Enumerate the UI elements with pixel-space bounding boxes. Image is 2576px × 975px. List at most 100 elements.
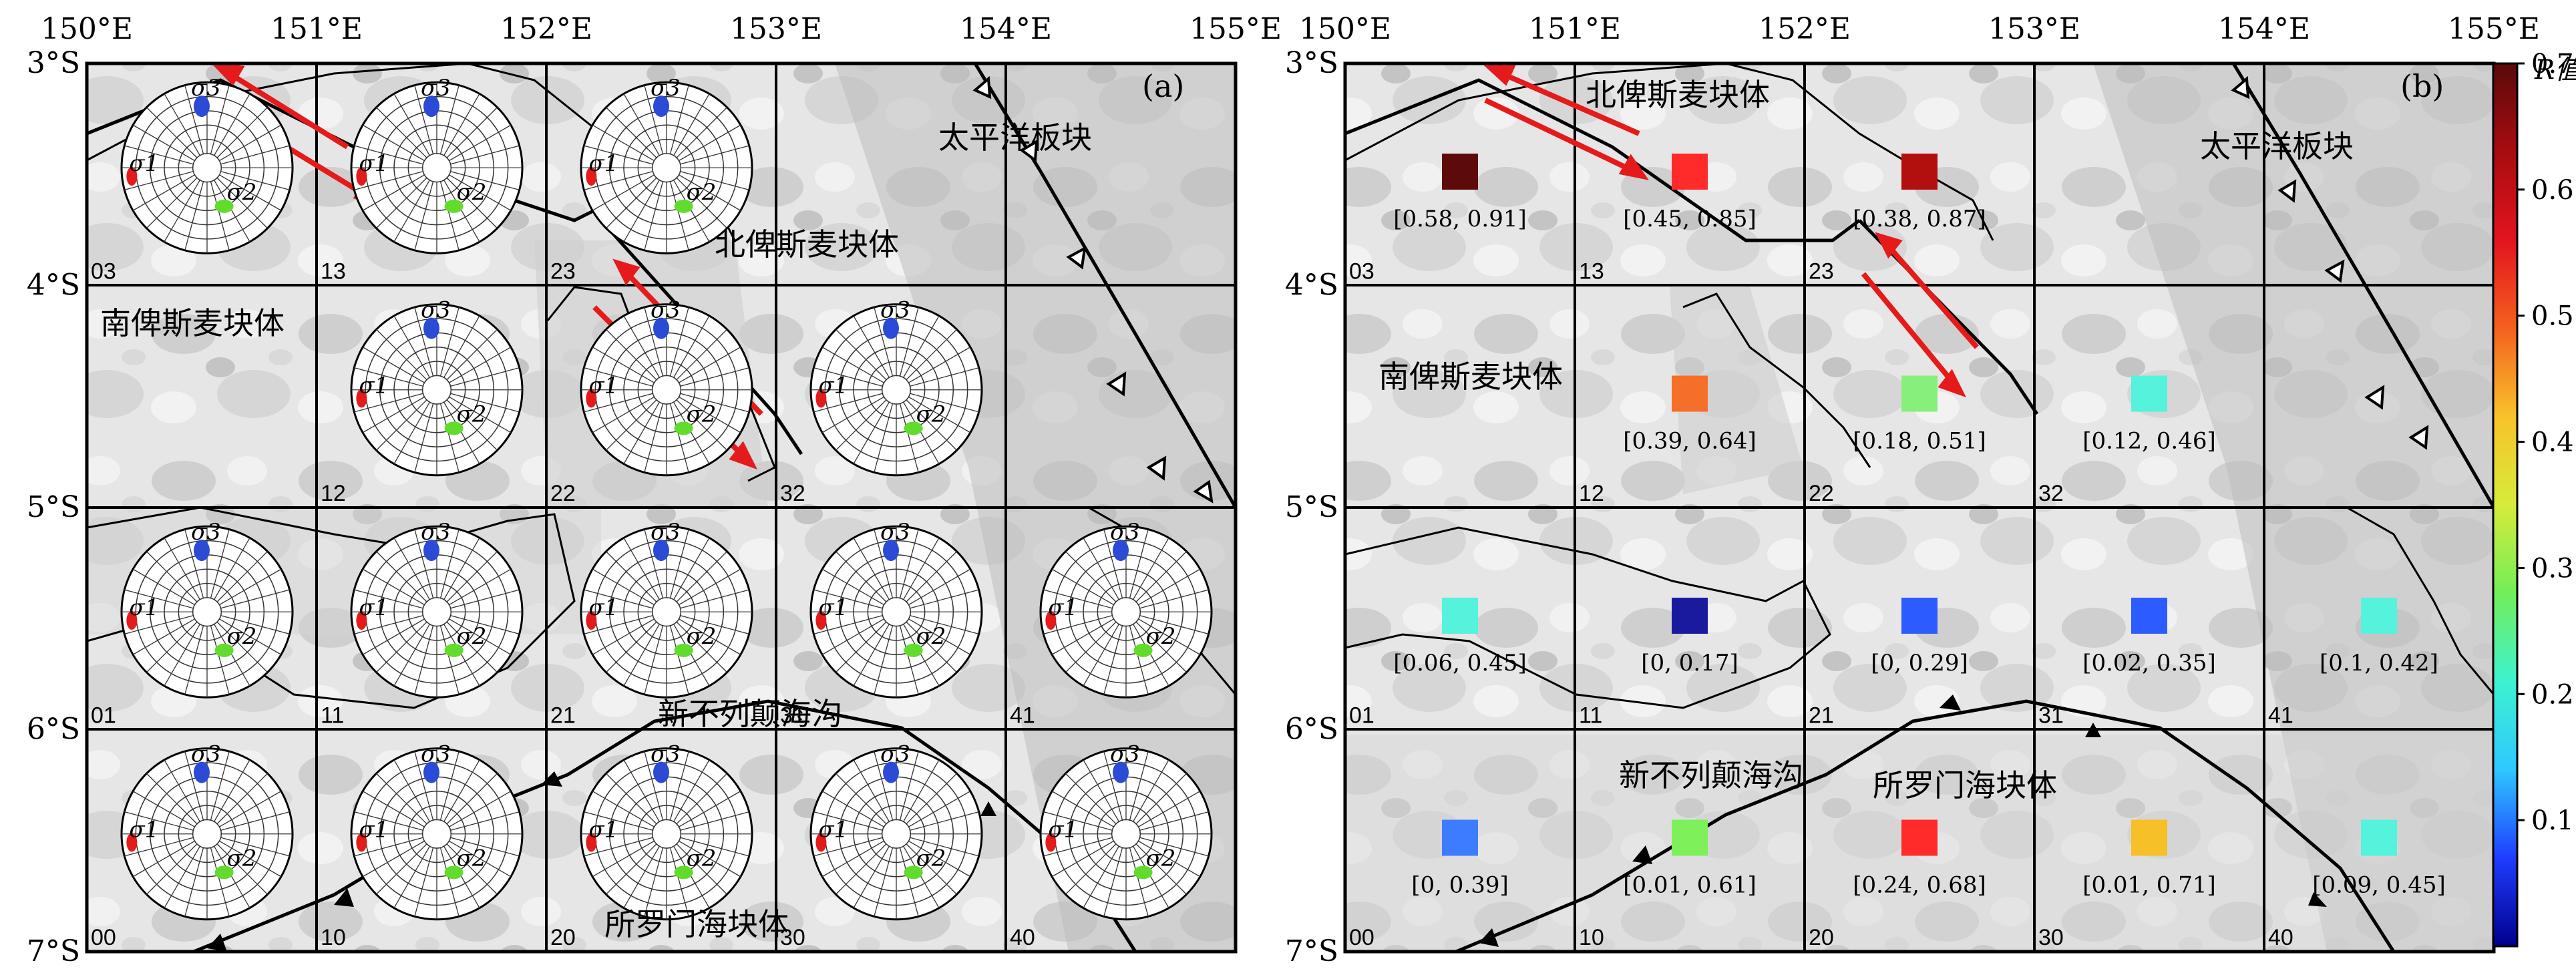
stereonet-radial <box>448 347 512 384</box>
sigma1-cluster <box>586 833 597 852</box>
stereonet-radial <box>439 624 459 695</box>
r-value-range: [0.38, 0.87] <box>1853 206 1986 232</box>
stereonet-radial <box>1139 837 1209 857</box>
stereonet-radial <box>673 93 710 156</box>
stereonet-radial <box>592 568 655 606</box>
r-value-square <box>2131 819 2167 856</box>
colorbar-tick-label: 0.2 <box>2531 679 2574 710</box>
region-label-trench-a: 新不列颠海沟 <box>658 696 842 732</box>
stereonet-radial <box>210 624 230 695</box>
stereonet-radial <box>446 329 498 381</box>
stereonet-radial <box>606 107 657 159</box>
r-value-range: [0.24, 0.68] <box>1853 872 1986 899</box>
stereonet-radial <box>874 529 894 599</box>
sigma3-label: σ3 <box>880 297 910 324</box>
stereonet-radial <box>1051 618 1115 655</box>
stereonet-radial <box>679 145 749 165</box>
stereonet-radial <box>210 529 230 599</box>
sigma2-label: σ2 <box>457 623 487 650</box>
cell-id-label: 22 <box>1809 481 1834 506</box>
longitude-label-a: 150°E <box>41 12 133 46</box>
stereonet-radial <box>902 845 940 908</box>
cell-id-label: 31 <box>780 703 805 729</box>
r-value-square <box>2131 375 2167 412</box>
sigma2-cluster <box>674 199 693 213</box>
stereonet-radial <box>443 623 480 687</box>
stereonet-radial <box>676 551 727 603</box>
sigma1-label: σ1 <box>1048 817 1078 843</box>
stereonet-radial <box>853 845 890 908</box>
stereonet-radial <box>448 840 512 878</box>
stereonet-radial <box>446 773 498 825</box>
stereonet-radial <box>836 773 887 825</box>
sigma1-label: σ1 <box>818 817 848 843</box>
stereonet-radial <box>644 624 664 695</box>
stereonet-radial <box>673 538 710 600</box>
stereonet-radial <box>853 538 890 600</box>
sigma2-label: σ2 <box>1146 845 1176 871</box>
stereonet-radial <box>218 618 282 655</box>
sigma2-cluster <box>214 643 234 657</box>
stereonet-radial <box>124 170 194 191</box>
stereonet-radial <box>606 843 657 895</box>
sigma1-label: σ1 <box>129 817 159 843</box>
cell-labels-b: 03 13 23 12 22 32 01 11 21 31 41 00 10 20 30 40 <box>1349 259 2293 951</box>
cell-labels-a: 03 13 23 12 22 32 01 11 21 31 41 00 10 20 30 40 <box>91 259 1035 951</box>
stereonet-radial <box>132 174 196 211</box>
stereonet-radial <box>1129 529 1149 599</box>
stereonet-radial <box>679 589 749 609</box>
stereonet-radial <box>821 618 885 655</box>
stereonet-radial <box>184 751 204 821</box>
stereonet-03: σ3 σ1 σ2 <box>120 75 294 254</box>
stereonet-radial <box>164 623 201 687</box>
stereonet-radial <box>644 307 664 377</box>
stereonet-radial <box>376 621 427 673</box>
cell-id-label: 20 <box>1809 925 1834 950</box>
stereonet-radial <box>210 180 230 251</box>
stereonet-radial <box>623 759 661 823</box>
stereonet-radial <box>220 837 290 857</box>
longitude-label-b: 153°E <box>1988 12 2080 46</box>
sigma1-cluster <box>815 389 827 408</box>
stereonet-radial <box>1135 843 1187 895</box>
stereonet-radial <box>376 773 427 825</box>
stereonet-radial <box>220 614 290 635</box>
stereonet-40: σ3 σ1 σ2 <box>1039 741 1213 921</box>
stereonet-radial <box>414 85 434 155</box>
stereonet-radial <box>673 845 710 908</box>
stereonet-radial <box>213 845 250 908</box>
longitude-label-b: 152°E <box>1759 12 1851 46</box>
stereonet-radial <box>354 589 424 609</box>
stereonet-radial <box>874 751 894 821</box>
cell-id-label: 13 <box>1579 259 1604 284</box>
stereonet-radial <box>448 124 512 162</box>
stereonet-radial <box>1065 551 1117 603</box>
cell-id-label: 40 <box>1010 925 1035 950</box>
stereonet-radial <box>443 315 480 379</box>
stereonet-radial <box>213 759 250 823</box>
sigma3-cluster <box>653 95 669 118</box>
stereonet-radial <box>902 401 940 464</box>
stereonet-radial <box>644 751 664 821</box>
stereonet-radial <box>362 568 425 606</box>
stereonet-radial <box>210 751 230 821</box>
stereonet-radial <box>678 618 741 655</box>
stereonet-radial <box>836 843 887 895</box>
sigma2-cluster <box>444 643 464 657</box>
stereonet-radial <box>449 145 520 165</box>
cell-id-label: 01 <box>91 703 116 729</box>
colorbar-tick-label: 0.7 <box>2531 49 2574 79</box>
stereonet-10: σ3 σ1 σ2 <box>350 741 524 921</box>
latitude-label-b: 4°S <box>1285 268 1338 303</box>
stereonet-radial <box>644 403 664 473</box>
stereonet-radial <box>448 568 512 606</box>
stereonet-radial <box>906 773 957 825</box>
r-value-square <box>2131 598 2167 634</box>
r-value-range: [0, 0.17] <box>1641 650 1738 676</box>
stereonet-radial <box>146 107 198 159</box>
r-value-range: [0.45, 0.85] <box>1623 206 1757 232</box>
stereonet-radial <box>1083 623 1120 687</box>
stereonet-radial <box>1083 538 1120 600</box>
stereonet-radial <box>669 529 689 599</box>
sigma1-cluster <box>126 611 138 630</box>
